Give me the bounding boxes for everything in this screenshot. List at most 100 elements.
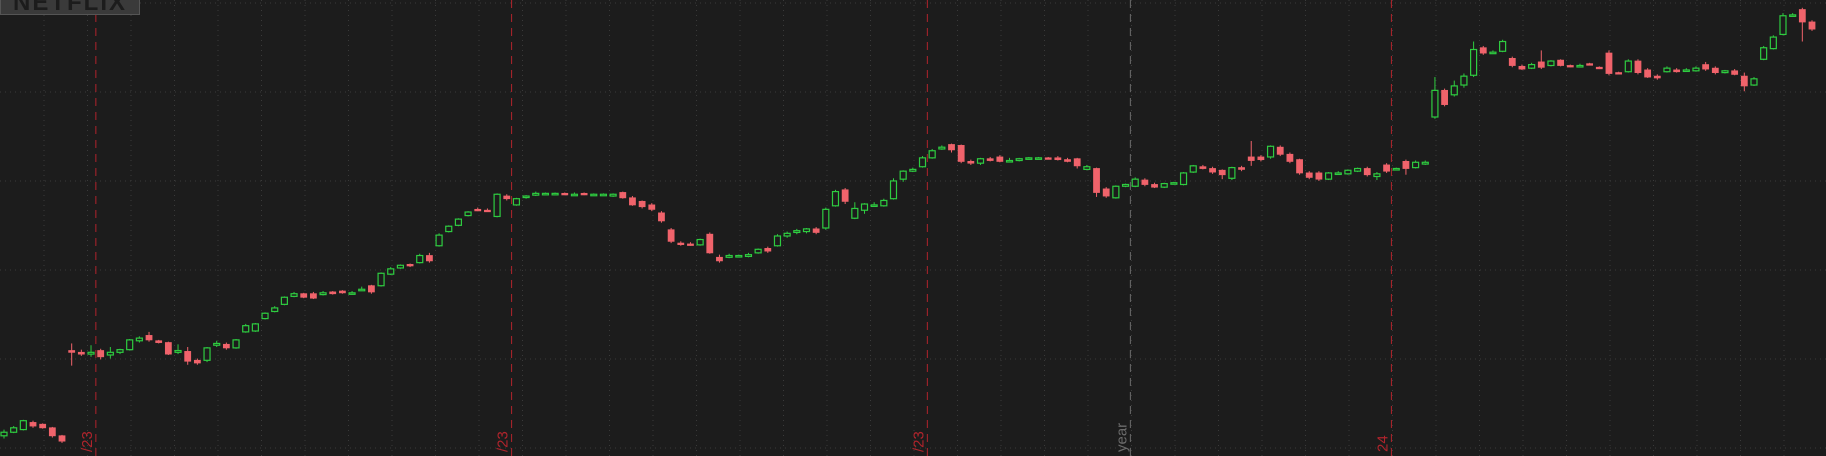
candle[interactable] bbox=[48, 426, 56, 438]
candle[interactable] bbox=[1141, 178, 1149, 187]
candle[interactable] bbox=[1537, 50, 1545, 70]
candle[interactable] bbox=[19, 419, 27, 431]
candle[interactable] bbox=[87, 345, 95, 357]
candle[interactable] bbox=[687, 242, 694, 246]
candle[interactable] bbox=[135, 336, 143, 343]
candle[interactable] bbox=[1334, 171, 1342, 176]
candle[interactable] bbox=[1721, 69, 1729, 74]
candle[interactable] bbox=[986, 156, 994, 162]
candle[interactable] bbox=[1769, 35, 1777, 50]
candle[interactable] bbox=[967, 159, 975, 165]
candle[interactable] bbox=[1508, 56, 1516, 68]
candle[interactable] bbox=[261, 312, 269, 320]
candle[interactable] bbox=[1286, 152, 1294, 164]
candle[interactable] bbox=[522, 195, 530, 199]
candle[interactable] bbox=[445, 225, 453, 233]
candle[interactable] bbox=[1025, 156, 1033, 160]
candle[interactable] bbox=[1711, 66, 1719, 75]
candle[interactable] bbox=[1673, 68, 1681, 73]
candle[interactable] bbox=[590, 193, 598, 197]
candle[interactable] bbox=[1247, 140, 1255, 166]
candle[interactable] bbox=[1702, 61, 1710, 71]
candle[interactable] bbox=[464, 211, 472, 217]
candle[interactable] bbox=[851, 202, 859, 220]
candle[interactable] bbox=[58, 434, 66, 443]
candle[interactable] bbox=[1489, 50, 1497, 55]
candle[interactable] bbox=[193, 358, 201, 365]
candle[interactable] bbox=[1034, 156, 1043, 160]
candle[interactable] bbox=[222, 342, 230, 350]
candle[interactable] bbox=[938, 145, 946, 150]
candle[interactable] bbox=[1083, 164, 1091, 171]
candle[interactable] bbox=[329, 291, 337, 295]
candle[interactable] bbox=[1760, 45, 1768, 61]
candle[interactable] bbox=[271, 306, 279, 313]
candle[interactable] bbox=[1740, 72, 1748, 92]
candle[interactable] bbox=[10, 426, 18, 434]
candle[interactable] bbox=[242, 323, 250, 333]
candle[interactable] bbox=[1499, 39, 1507, 53]
candle[interactable] bbox=[1383, 163, 1390, 173]
candle[interactable] bbox=[1441, 88, 1448, 107]
candle[interactable] bbox=[696, 238, 704, 246]
candle[interactable] bbox=[0, 429, 8, 439]
candle[interactable] bbox=[1421, 160, 1429, 165]
candle[interactable] bbox=[860, 203, 869, 214]
candle[interactable] bbox=[1557, 59, 1565, 67]
candle[interactable] bbox=[512, 197, 521, 206]
candle[interactable] bbox=[677, 241, 685, 246]
candle[interactable] bbox=[1296, 158, 1303, 175]
candle[interactable] bbox=[1228, 166, 1236, 181]
candle[interactable] bbox=[416, 253, 424, 264]
candle[interactable] bbox=[1518, 64, 1526, 70]
candle[interactable] bbox=[1344, 169, 1352, 175]
candle[interactable] bbox=[1238, 165, 1245, 172]
candle[interactable] bbox=[1547, 60, 1555, 67]
candle[interactable] bbox=[783, 231, 791, 238]
candle[interactable] bbox=[1576, 63, 1584, 68]
candle[interactable] bbox=[426, 252, 433, 263]
candle[interactable] bbox=[831, 189, 840, 207]
candle[interactable] bbox=[551, 192, 559, 196]
candle[interactable] bbox=[754, 248, 762, 254]
candle[interactable] bbox=[290, 291, 298, 298]
candle[interactable] bbox=[155, 339, 163, 344]
candle[interactable] bbox=[126, 339, 134, 351]
candle[interactable] bbox=[1528, 62, 1536, 70]
candle[interactable] bbox=[1112, 185, 1120, 199]
candle[interactable] bbox=[1431, 77, 1439, 119]
candle[interactable] bbox=[802, 228, 811, 234]
candle[interactable] bbox=[348, 291, 356, 295]
candle[interactable] bbox=[822, 207, 830, 230]
candle[interactable] bbox=[1624, 59, 1632, 73]
candle[interactable] bbox=[1305, 171, 1313, 180]
candle[interactable] bbox=[948, 143, 955, 153]
candle[interactable] bbox=[532, 191, 540, 197]
candle[interactable] bbox=[899, 170, 907, 182]
candle[interactable] bbox=[319, 291, 327, 296]
candle[interactable] bbox=[541, 192, 550, 196]
candle[interactable] bbox=[1160, 182, 1168, 189]
candle[interactable] bbox=[841, 188, 849, 205]
candle[interactable] bbox=[1789, 13, 1797, 17]
candle[interactable] bbox=[1121, 183, 1130, 188]
candle[interactable] bbox=[493, 193, 501, 218]
candle[interactable] bbox=[280, 296, 288, 306]
candle[interactable] bbox=[1218, 169, 1226, 180]
candle[interactable] bbox=[1044, 156, 1052, 160]
candle[interactable] bbox=[889, 178, 898, 200]
candle[interactable] bbox=[1808, 20, 1816, 31]
candle[interactable] bbox=[667, 228, 675, 244]
candle[interactable] bbox=[570, 192, 579, 197]
candle[interactable] bbox=[1102, 187, 1110, 198]
candle[interactable] bbox=[870, 202, 878, 208]
candle[interactable] bbox=[97, 348, 105, 360]
candle[interactable] bbox=[1605, 50, 1613, 76]
candle[interactable] bbox=[116, 348, 124, 355]
candle[interactable] bbox=[1054, 156, 1062, 161]
candle[interactable] bbox=[1151, 182, 1158, 189]
candle[interactable] bbox=[77, 349, 85, 356]
candle[interactable] bbox=[1324, 172, 1333, 181]
